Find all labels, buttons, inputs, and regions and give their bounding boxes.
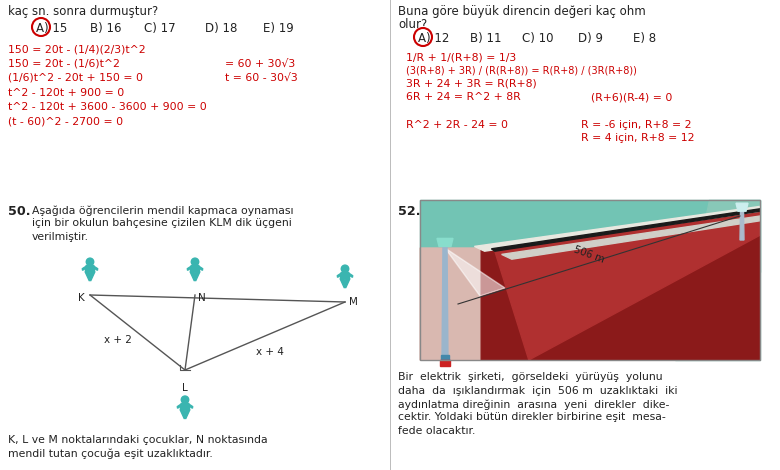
Bar: [420, 200, 760, 360]
Text: x + 4: x + 4: [256, 347, 284, 357]
Text: A) 15: A) 15: [36, 22, 67, 35]
Text: (R+6)(R-4) = 0: (R+6)(R-4) = 0: [591, 93, 672, 102]
Text: 150 = 20t - (1/4)(2/3)t^2: 150 = 20t - (1/4)(2/3)t^2: [8, 44, 146, 54]
Text: D) 18: D) 18: [205, 22, 237, 35]
Polygon shape: [442, 245, 448, 360]
Text: Aşağıda öğrencilerin mendil kapmaca oynaması: Aşağıda öğrencilerin mendil kapmaca oyna…: [32, 205, 293, 216]
Polygon shape: [189, 404, 193, 408]
Text: fede olacaktır.: fede olacaktır.: [398, 426, 475, 436]
Text: B) 11: B) 11: [470, 32, 502, 45]
Text: verilmiştir.: verilmiştir.: [32, 232, 89, 242]
Text: A) 12: A) 12: [418, 32, 449, 45]
Circle shape: [191, 258, 199, 266]
Text: 3R + 24 + 3R = R(R+8): 3R + 24 + 3R = R(R+8): [406, 79, 537, 89]
Polygon shape: [187, 266, 192, 270]
Text: 506 m: 506 m: [573, 245, 605, 265]
Text: C) 10: C) 10: [522, 32, 554, 45]
Polygon shape: [440, 360, 450, 366]
Polygon shape: [491, 209, 760, 251]
Polygon shape: [340, 273, 349, 279]
Circle shape: [181, 396, 189, 403]
Polygon shape: [495, 213, 760, 360]
Text: N: N: [198, 293, 206, 303]
Polygon shape: [195, 272, 200, 281]
Text: (1/6)t^2 - 20t + 150 = 0: (1/6)t^2 - 20t + 150 = 0: [8, 73, 143, 83]
Polygon shape: [180, 403, 190, 410]
Polygon shape: [420, 248, 583, 360]
Text: t^2 - 120t + 3600 - 3600 + 900 = 0: t^2 - 120t + 3600 - 3600 + 900 = 0: [8, 102, 207, 112]
Polygon shape: [437, 238, 453, 246]
Polygon shape: [177, 404, 182, 408]
Polygon shape: [740, 210, 744, 240]
Polygon shape: [502, 216, 760, 259]
Text: R = 4 için, R+8 = 12: R = 4 için, R+8 = 12: [581, 133, 694, 143]
Polygon shape: [180, 410, 185, 418]
Polygon shape: [90, 272, 94, 281]
Text: Buna göre büyük direncin değeri kaç ohm: Buna göre büyük direncin değeri kaç ohm: [398, 5, 646, 18]
Polygon shape: [85, 272, 90, 281]
Text: 150 = 20t - (1/6)t^2: 150 = 20t - (1/6)t^2: [8, 58, 120, 69]
Polygon shape: [420, 200, 760, 272]
Text: 1/R + 1/(R+8) = 1/3: 1/R + 1/(R+8) = 1/3: [406, 52, 516, 62]
Polygon shape: [349, 273, 353, 277]
Text: R = -6 için, R+8 = 2: R = -6 için, R+8 = 2: [581, 119, 692, 130]
Polygon shape: [190, 272, 195, 281]
Text: B) 16: B) 16: [90, 22, 122, 35]
Text: x + 2: x + 2: [104, 335, 132, 345]
Text: R^2 + 2R - 24 = 0: R^2 + 2R - 24 = 0: [406, 119, 508, 130]
Text: 6R + 24 = R^2 + 8R: 6R + 24 = R^2 + 8R: [406, 93, 521, 102]
Circle shape: [87, 258, 94, 266]
Text: K: K: [78, 293, 85, 303]
Polygon shape: [736, 203, 748, 211]
Polygon shape: [345, 279, 349, 288]
Polygon shape: [474, 206, 760, 251]
Text: mendil tutan çocuğa eşit uzaklıktadır.: mendil tutan çocuğa eşit uzaklıktadır.: [8, 448, 213, 459]
Text: K, L ve M noktalarındaki çocuklar, N noktasında: K, L ve M noktalarındaki çocuklar, N nok…: [8, 435, 268, 445]
Text: C) 17: C) 17: [144, 22, 176, 35]
Polygon shape: [675, 200, 760, 360]
Polygon shape: [441, 355, 449, 360]
Text: kaç sn. sonra durmuştur?: kaç sn. sonra durmuştur?: [8, 5, 158, 18]
Text: D) 9: D) 9: [578, 32, 603, 45]
Polygon shape: [198, 266, 203, 270]
Text: (t - 60)^2 - 2700 = 0: (t - 60)^2 - 2700 = 0: [8, 117, 123, 126]
Polygon shape: [338, 273, 342, 277]
Polygon shape: [445, 248, 505, 296]
Polygon shape: [85, 266, 94, 272]
Text: daha  da  ışıklandırmak  için  506 m  uzaklıktaki  iki: daha da ışıklandırmak için 506 m uzaklık…: [398, 385, 678, 395]
Text: E) 8: E) 8: [633, 32, 656, 45]
Text: = 60 + 30√3: = 60 + 30√3: [225, 58, 296, 69]
Text: 50.: 50.: [8, 205, 30, 218]
Text: (3(R+8) + 3R) / (R(R+8)) = R(R+8) / (3R(R+8)): (3(R+8) + 3R) / (R(R+8)) = R(R+8) / (3R(…: [406, 65, 637, 76]
Polygon shape: [190, 266, 200, 272]
Polygon shape: [481, 208, 760, 360]
Polygon shape: [340, 279, 345, 288]
Text: M: M: [349, 297, 358, 307]
Text: t^2 - 120t + 900 = 0: t^2 - 120t + 900 = 0: [8, 87, 124, 97]
Text: cektir. Yoldaki bütün direkler birbirine eşit  mesa-: cektir. Yoldaki bütün direkler birbirine…: [398, 413, 666, 423]
Polygon shape: [83, 266, 87, 270]
Polygon shape: [185, 410, 190, 418]
Text: için bir okulun bahçesine çizilen KLM dik üçgeni: için bir okulun bahçesine çizilen KLM di…: [32, 219, 292, 228]
Text: 52.: 52.: [398, 205, 420, 218]
Text: L: L: [182, 383, 188, 393]
Polygon shape: [94, 266, 98, 270]
Text: Bir  elektrik  şirketi,  görseldeki  yürüyüş  yolunu: Bir elektrik şirketi, görseldeki yürüyüş…: [398, 372, 663, 382]
Circle shape: [342, 265, 349, 273]
Text: t = 60 - 30√3: t = 60 - 30√3: [225, 73, 298, 83]
Text: aydınlatma direğinin  arasına  yeni  direkler  dike-: aydınlatma direğinin arasına yeni direkl…: [398, 399, 669, 409]
Text: olur?: olur?: [398, 18, 427, 31]
Text: E) 19: E) 19: [263, 22, 294, 35]
